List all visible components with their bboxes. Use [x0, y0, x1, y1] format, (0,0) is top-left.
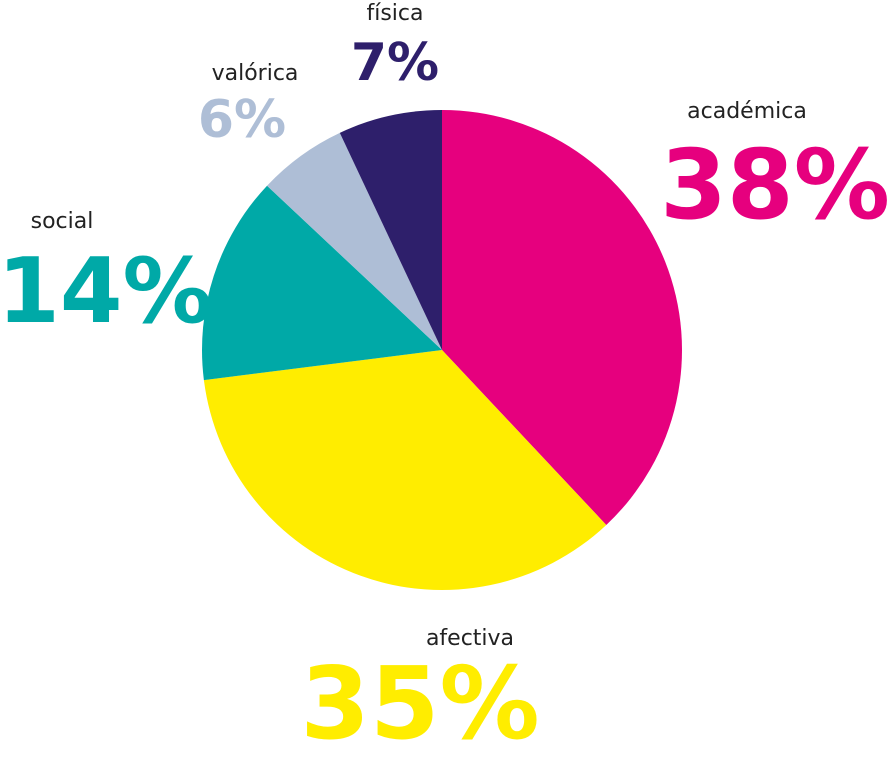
slice-value: 14% [0, 239, 213, 344]
slice-value: 38% [660, 129, 890, 241]
slice-name: física [366, 1, 423, 26]
pie-slice [339, 110, 442, 350]
slice-value: 6% [198, 90, 286, 150]
slice-name: afectiva [426, 626, 514, 651]
pie-slice [203, 350, 607, 590]
pie-slice [202, 185, 442, 381]
slice-value: 7% [351, 33, 439, 93]
slice-name: valórica [212, 61, 299, 86]
pie-slice [442, 110, 683, 525]
slice-name: académica [687, 99, 807, 124]
pie-slice [267, 132, 442, 350]
slice-name: social [31, 209, 94, 234]
slice-value: 35% [300, 645, 539, 757]
